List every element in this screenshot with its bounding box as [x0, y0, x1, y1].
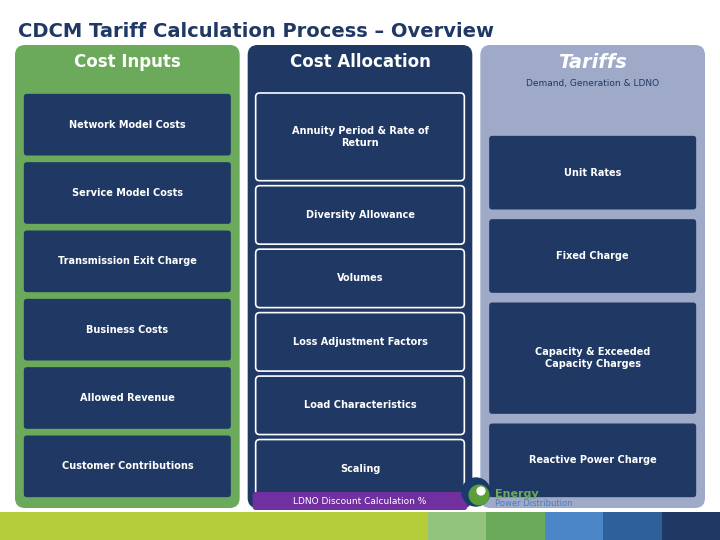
Text: Scottish and Southern: Scottish and Southern: [495, 478, 634, 488]
FancyBboxPatch shape: [256, 440, 464, 498]
FancyBboxPatch shape: [15, 45, 240, 508]
Bar: [487, 512, 545, 540]
FancyBboxPatch shape: [23, 298, 232, 361]
Text: Reactive Power Charge: Reactive Power Charge: [528, 455, 657, 465]
FancyBboxPatch shape: [23, 230, 232, 293]
FancyBboxPatch shape: [256, 186, 464, 244]
Text: Annuity Period & Rate of
Return: Annuity Period & Rate of Return: [292, 126, 428, 148]
Text: CDCM Tariff Calculation Process – Overview: CDCM Tariff Calculation Process – Overvi…: [18, 22, 494, 41]
Text: Scaling: Scaling: [340, 464, 380, 474]
Text: Capacity & Exceeded
Capacity Charges: Capacity & Exceeded Capacity Charges: [535, 347, 650, 369]
Text: Cost Inputs: Cost Inputs: [74, 53, 181, 71]
Circle shape: [462, 478, 490, 506]
Text: Load Characteristics: Load Characteristics: [304, 400, 416, 410]
Text: Power Distribution: Power Distribution: [495, 498, 572, 508]
Bar: [0, 512, 428, 540]
Text: Demand, Generation & LDNO: Demand, Generation & LDNO: [526, 79, 660, 88]
FancyBboxPatch shape: [23, 161, 232, 225]
Text: Business Costs: Business Costs: [86, 325, 168, 335]
Text: Customer Contributions: Customer Contributions: [61, 461, 193, 471]
FancyBboxPatch shape: [488, 135, 697, 211]
FancyBboxPatch shape: [23, 93, 232, 157]
Text: Transmission Exit Charge: Transmission Exit Charge: [58, 256, 197, 266]
FancyBboxPatch shape: [253, 492, 467, 510]
Text: Diversity Allowance: Diversity Allowance: [305, 210, 415, 220]
Bar: [428, 512, 487, 540]
FancyBboxPatch shape: [256, 249, 464, 308]
Circle shape: [477, 487, 485, 495]
FancyBboxPatch shape: [488, 423, 697, 498]
FancyBboxPatch shape: [488, 302, 697, 415]
Bar: [603, 512, 662, 540]
FancyBboxPatch shape: [256, 376, 464, 435]
FancyBboxPatch shape: [256, 93, 464, 181]
Text: Service Model Costs: Service Model Costs: [72, 188, 183, 198]
FancyBboxPatch shape: [480, 45, 705, 508]
Text: Loss Adjustment Factors: Loss Adjustment Factors: [292, 337, 428, 347]
FancyBboxPatch shape: [248, 45, 472, 508]
FancyBboxPatch shape: [23, 435, 232, 498]
FancyBboxPatch shape: [488, 218, 697, 294]
Text: Cost Allocation: Cost Allocation: [289, 53, 431, 71]
Text: Tariffs: Tariffs: [558, 53, 627, 72]
FancyBboxPatch shape: [23, 366, 232, 430]
Text: Volumes: Volumes: [337, 273, 383, 284]
Circle shape: [469, 485, 489, 505]
Text: Unit Rates: Unit Rates: [564, 167, 621, 178]
Bar: [545, 512, 603, 540]
Text: LDNO Discount Calculation %: LDNO Discount Calculation %: [293, 496, 427, 505]
Text: Energy: Energy: [495, 489, 539, 499]
Text: Allowed Revenue: Allowed Revenue: [80, 393, 175, 403]
FancyBboxPatch shape: [256, 313, 464, 371]
Text: Fixed Charge: Fixed Charge: [557, 251, 629, 261]
Text: Network Model Costs: Network Model Costs: [69, 120, 186, 130]
Bar: [662, 512, 720, 540]
